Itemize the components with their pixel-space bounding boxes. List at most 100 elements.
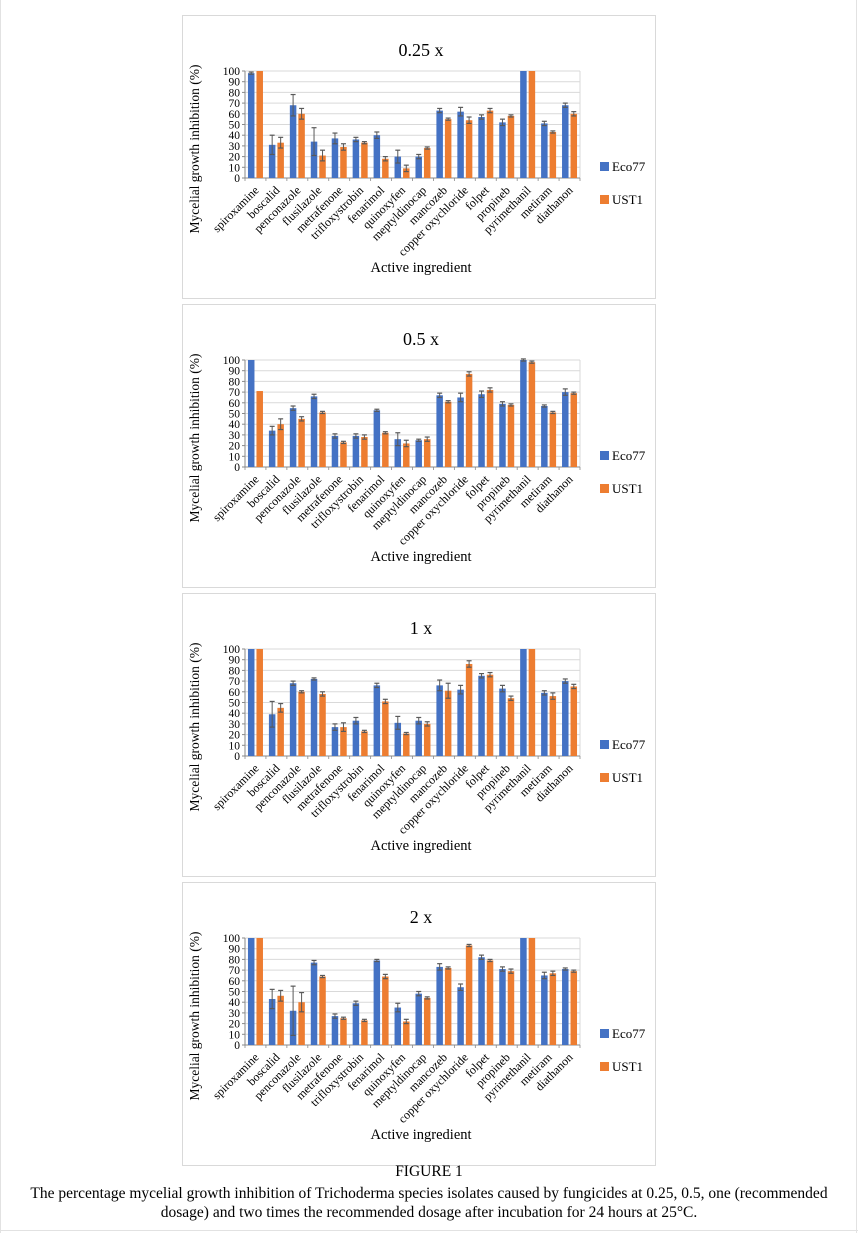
error-bar xyxy=(562,967,568,971)
error-bar xyxy=(437,392,443,399)
error-bar xyxy=(403,164,409,173)
error-bar xyxy=(290,985,296,1036)
y-axis-label: Mycelial growth inhibition (%) xyxy=(187,353,202,522)
error-bar xyxy=(332,723,338,731)
error-bar xyxy=(278,136,284,149)
y-tick-label: 80 xyxy=(229,87,241,99)
bar-UST1-folpet xyxy=(486,110,494,178)
bar-UST1-diathanon xyxy=(570,971,578,1045)
bar-UST1-metrafenone xyxy=(340,146,347,178)
error-bar xyxy=(299,690,305,694)
error-bar xyxy=(487,387,493,393)
bar-UST1-fenarimol xyxy=(382,158,389,178)
x-category-labels: spiroxamineboscalidpenconazoleflusilazol… xyxy=(210,1050,576,1126)
bar-Eco77-metiram xyxy=(541,692,548,756)
error-bar xyxy=(445,966,451,970)
bar-UST1-trifloxystrobin xyxy=(361,437,368,467)
error-bar xyxy=(508,695,514,701)
chart-box-0.5x: 0.5 x 0 10 20 30 40 50 60 70 80 90 100 Mycelial grow… xyxy=(182,304,656,588)
figure-caption: FIGURE 1 The percentage mycelial growth … xyxy=(0,1163,858,1222)
error-bar xyxy=(541,404,547,408)
y-axis-label: Mycelial growth inhibition (%) xyxy=(187,64,202,233)
y-tick-label: 0 xyxy=(234,1040,240,1052)
bar-Eco77-diathanon xyxy=(562,105,569,178)
bar-UST1-metiram xyxy=(549,412,557,467)
y-tick-label: 40 xyxy=(229,130,241,142)
legend-label-Eco77: Eco77 xyxy=(612,1026,646,1041)
error-bar xyxy=(361,141,367,145)
error-bar xyxy=(424,721,430,727)
y-tick-label: 90 xyxy=(229,77,241,89)
legend-swatch-Eco77 xyxy=(600,162,609,171)
error-bar xyxy=(541,120,547,127)
x-axis xyxy=(244,1044,581,1048)
y-tick-label: 50 xyxy=(229,698,241,710)
bar-UST1-flusilazole xyxy=(319,976,326,1045)
bar-Eco77-spiroxamine xyxy=(247,73,255,178)
bar-Eco77-fenarimol xyxy=(373,410,381,467)
bar-UST1-penconazole xyxy=(298,113,305,178)
error-bar xyxy=(340,440,346,445)
error-bar xyxy=(458,392,464,403)
bars-Eco77 xyxy=(247,938,569,1045)
error-bar xyxy=(508,968,514,974)
y-tick-label: 0 xyxy=(234,462,240,474)
bars-UST1 xyxy=(256,71,578,178)
y-tick-label: 60 xyxy=(229,109,241,121)
bar-UST1-folpet xyxy=(486,674,494,756)
y-tick-label: 80 xyxy=(229,665,241,677)
error-bar xyxy=(361,434,367,440)
chart-title: 0.25 x xyxy=(399,40,444,60)
bar-Eco77-folpet xyxy=(478,394,485,467)
error-bar xyxy=(311,127,317,157)
y-tick-label: 20 xyxy=(229,730,241,742)
bar-UST1-diathanon xyxy=(570,113,578,178)
bars-Eco77 xyxy=(247,71,569,178)
bar-Eco77-flusilazole xyxy=(310,678,318,756)
legend-swatch-UST1 xyxy=(600,1062,609,1071)
x-axis-label: Active ingredient xyxy=(370,1127,471,1143)
bar-UST1-flusilazole xyxy=(319,693,326,756)
x-axis xyxy=(244,755,581,759)
bar-UST1-folpet xyxy=(486,960,494,1045)
figure-label: FIGURE 1 xyxy=(395,1163,463,1180)
y-tick-label: 50 xyxy=(229,120,241,132)
bar-UST1-quinoxyfen xyxy=(403,168,410,178)
bar-Eco77-metiram xyxy=(541,975,548,1045)
page-edge-bottom xyxy=(0,1230,858,1231)
bar-UST1-metiram xyxy=(549,973,557,1045)
bar-Eco77-mancozeb xyxy=(436,395,443,467)
bar-UST1-flusilazole xyxy=(319,155,326,178)
bar-Eco77-metiram xyxy=(541,406,548,467)
bar-UST1-quinoxyfen xyxy=(403,733,410,756)
bar-Eco77-pyrimethanil xyxy=(520,71,527,178)
bar-Eco77-mancozeb xyxy=(436,966,443,1045)
error-bar xyxy=(374,682,380,689)
x-category-labels: spiroxamineboscalidpenconazoleflusilazol… xyxy=(210,761,576,837)
bars-UST1 xyxy=(256,649,578,756)
bar-Eco77-meptyldinocap xyxy=(415,156,422,178)
error-bar xyxy=(340,722,346,732)
error-bar xyxy=(499,118,505,127)
y-tick-label: 60 xyxy=(229,398,241,410)
error-bar xyxy=(479,673,485,679)
bar-UST1-fenarimol xyxy=(382,432,389,467)
y-tick-label: 10 xyxy=(229,451,241,463)
error-bar xyxy=(403,1018,409,1025)
bar-UST1-trifloxystrobin xyxy=(361,142,368,178)
legend: Eco77 UST1 xyxy=(600,1026,646,1074)
bar-Eco77-diathanon xyxy=(562,392,569,467)
bar-UST1-pyrimethanil xyxy=(528,71,536,178)
y-tick-label: 10 xyxy=(229,162,241,174)
error-bar xyxy=(416,990,422,997)
bar-Eco77-metrafenone xyxy=(331,1016,339,1045)
bar-UST1-trifloxystrobin xyxy=(361,731,368,756)
error-bar xyxy=(382,698,388,705)
caption-line-2: dosage) and two times the recommended do… xyxy=(160,1204,698,1221)
legend-label-UST1: UST1 xyxy=(612,192,643,207)
error-bar xyxy=(445,117,451,121)
caption-line-1: The percentage mycelial growth inhibitio… xyxy=(30,1185,828,1202)
bar-Eco77-propineb xyxy=(499,688,506,756)
error-bar xyxy=(299,416,305,422)
